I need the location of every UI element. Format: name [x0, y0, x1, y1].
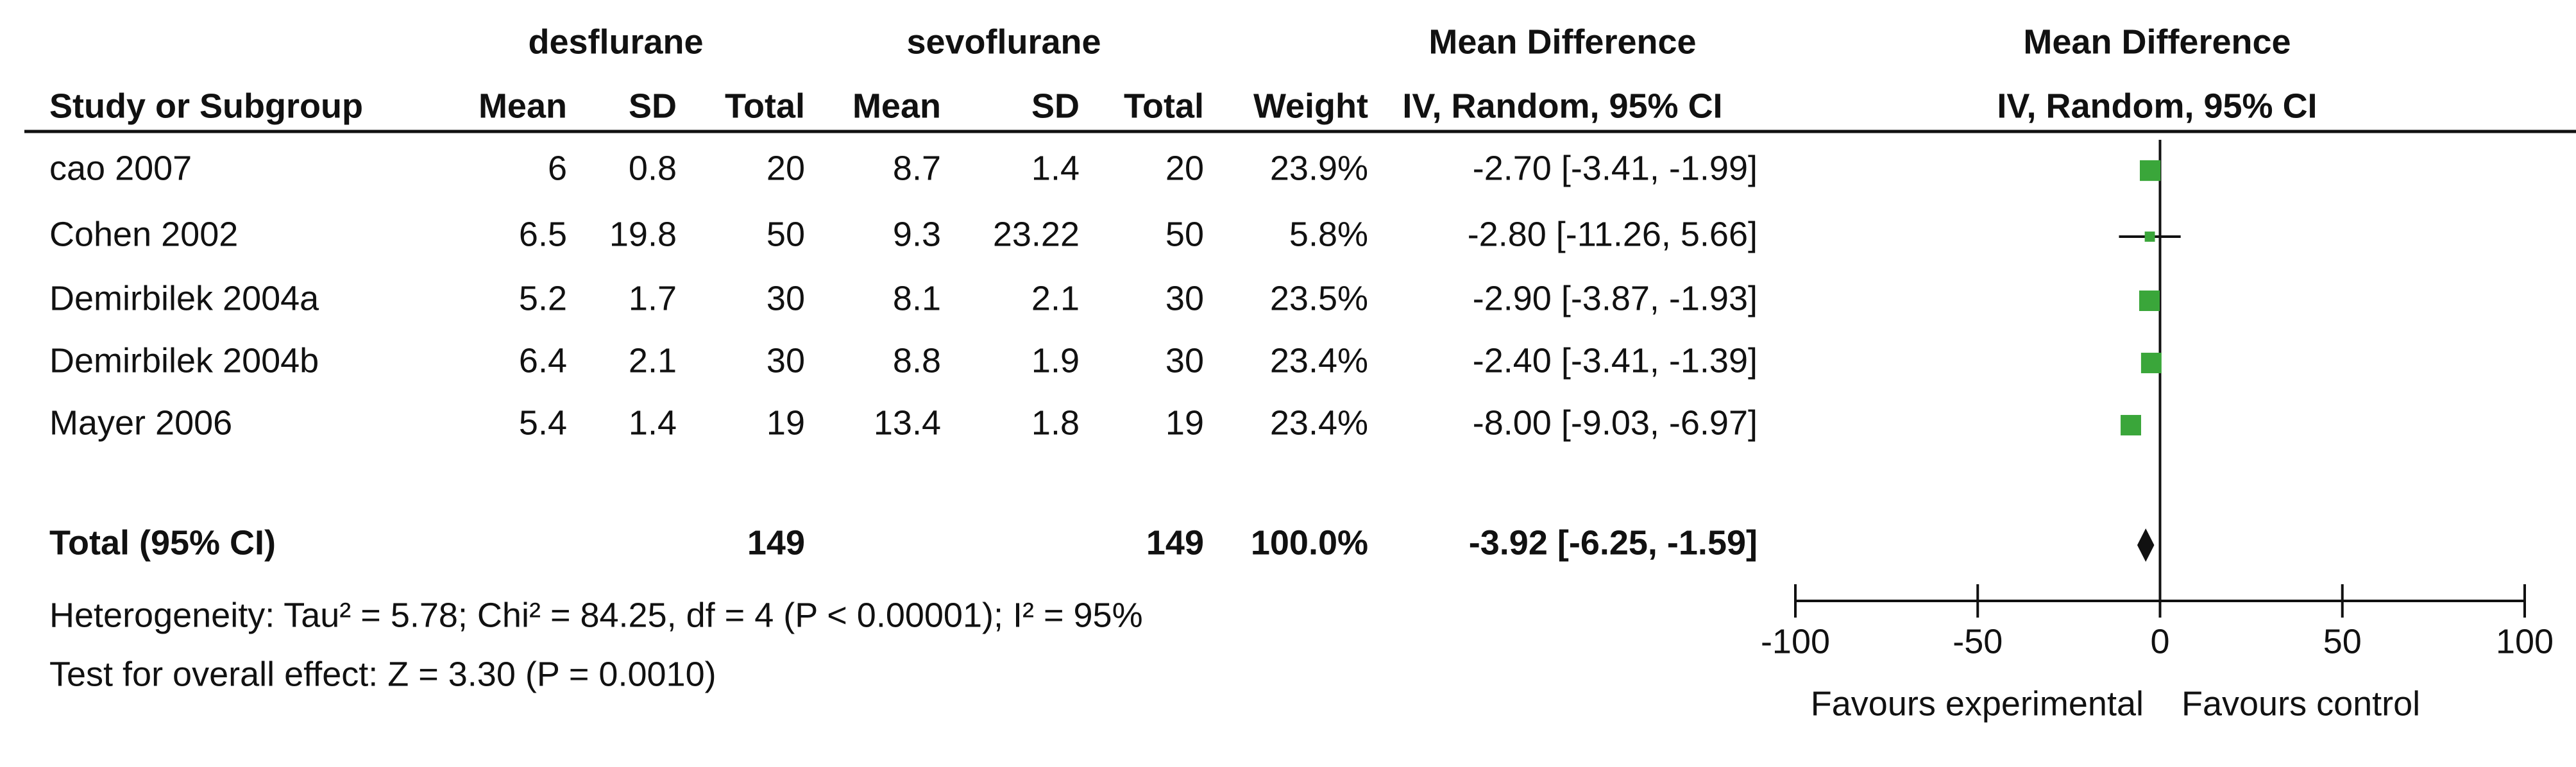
cell: 5.2	[519, 279, 567, 317]
cell: 19.8	[609, 215, 677, 253]
total-weight: 100.0%	[1251, 523, 1368, 562]
cell: 30	[1165, 279, 1204, 317]
cell: 30	[1165, 341, 1204, 380]
cell: 2.1	[1031, 279, 1080, 317]
x-tick-label: -50	[1953, 622, 2003, 661]
cell: 1.4	[629, 403, 677, 442]
cell: 50	[1165, 215, 1204, 253]
weight: 23.4%	[1270, 341, 1368, 380]
column-header: SD	[629, 87, 677, 125]
cell: 1.4	[1031, 149, 1080, 187]
cell: 1.7	[629, 279, 677, 317]
x-label-left: Favours experimental	[1811, 684, 2144, 723]
group-header: desflurane	[528, 22, 703, 61]
cell: 19	[767, 403, 805, 442]
effect-square	[2121, 415, 2141, 435]
column-header: Study or Subgroup	[49, 87, 363, 125]
weight: 5.8%	[1289, 215, 1368, 253]
study-name: Demirbilek 2004a	[49, 279, 319, 317]
total-label: Total (95% CI)	[49, 523, 276, 562]
column-header: Mean	[852, 87, 941, 125]
cell: 20	[767, 149, 805, 187]
cell: 8.7	[893, 149, 941, 187]
column-header: Weight	[1253, 87, 1368, 125]
column-header: SD	[1031, 87, 1080, 125]
heterogeneity: Heterogeneity: Tau² = 5.78; Chi² = 84.25…	[49, 596, 1143, 634]
x-tick-label: 100	[2496, 622, 2554, 661]
cell: 20	[1165, 149, 1204, 187]
x-tick-label: 0	[2150, 622, 2169, 661]
cell: 5.4	[519, 403, 567, 442]
effect: -2.90 [-3.87, -1.93]	[1473, 279, 1758, 317]
weight: 23.9%	[1270, 149, 1368, 187]
group-header: sevoflurane	[906, 22, 1101, 61]
effect-square	[2139, 291, 2160, 311]
column-header: Mean	[479, 87, 567, 125]
cell: 9.3	[893, 215, 941, 253]
x-tick-label: 50	[2323, 622, 2362, 661]
cell: 6.5	[519, 215, 567, 253]
effect-square	[2140, 353, 2162, 373]
cell: 1.8	[1031, 403, 1080, 442]
total-diamond	[2137, 528, 2155, 562]
column-header: Total	[1124, 87, 1204, 125]
cell: 30	[767, 341, 805, 380]
cell: 1.9	[1031, 341, 1080, 380]
cell: 23.22	[993, 215, 1080, 253]
study-name: Mayer 2006	[49, 403, 232, 442]
study-name: Cohen 2002	[49, 215, 238, 253]
cell: 13.4	[874, 403, 941, 442]
overall-effect: Test for overall effect: Z = 3.30 (P = 0…	[49, 655, 716, 693]
cell: 50	[767, 215, 805, 253]
x-label-right: Favours control	[2182, 684, 2420, 723]
cell: 30	[767, 279, 805, 317]
effect-square	[2140, 160, 2161, 181]
study-name: Demirbilek 2004b	[49, 341, 319, 380]
weight: 23.5%	[1270, 279, 1368, 317]
study-name: cao 2007	[49, 149, 192, 187]
effect-header: IV, Random, 95% CI	[1402, 87, 1722, 125]
plot-header: IV, Random, 95% CI	[1997, 87, 2317, 125]
total-cell: 149	[1146, 523, 1204, 562]
cell: 6.4	[519, 341, 567, 380]
effect: -2.40 [-3.41, -1.39]	[1473, 341, 1758, 380]
weight: 23.4%	[1270, 403, 1368, 442]
plot-header: Mean Difference	[2023, 22, 2291, 61]
cell: 19	[1165, 403, 1204, 442]
effect: -8.00 [-9.03, -6.97]	[1473, 403, 1758, 442]
x-tick-label: -100	[1761, 622, 1830, 661]
cell: 8.1	[893, 279, 941, 317]
column-header: Total	[725, 87, 805, 125]
total-cell: 149	[747, 523, 805, 562]
cell: 2.1	[629, 341, 677, 380]
cell: 6	[548, 149, 567, 187]
effect: -2.70 [-3.41, -1.99]	[1473, 149, 1758, 187]
cell: 8.8	[893, 341, 941, 380]
effect-header: Mean Difference	[1428, 22, 1696, 61]
effect-square	[2144, 232, 2155, 242]
total-effect: -3.92 [-6.25, -1.59]	[1469, 523, 1758, 562]
effect: -2.80 [-11.26, 5.66]	[1468, 215, 1758, 253]
cell: 0.8	[629, 149, 677, 187]
